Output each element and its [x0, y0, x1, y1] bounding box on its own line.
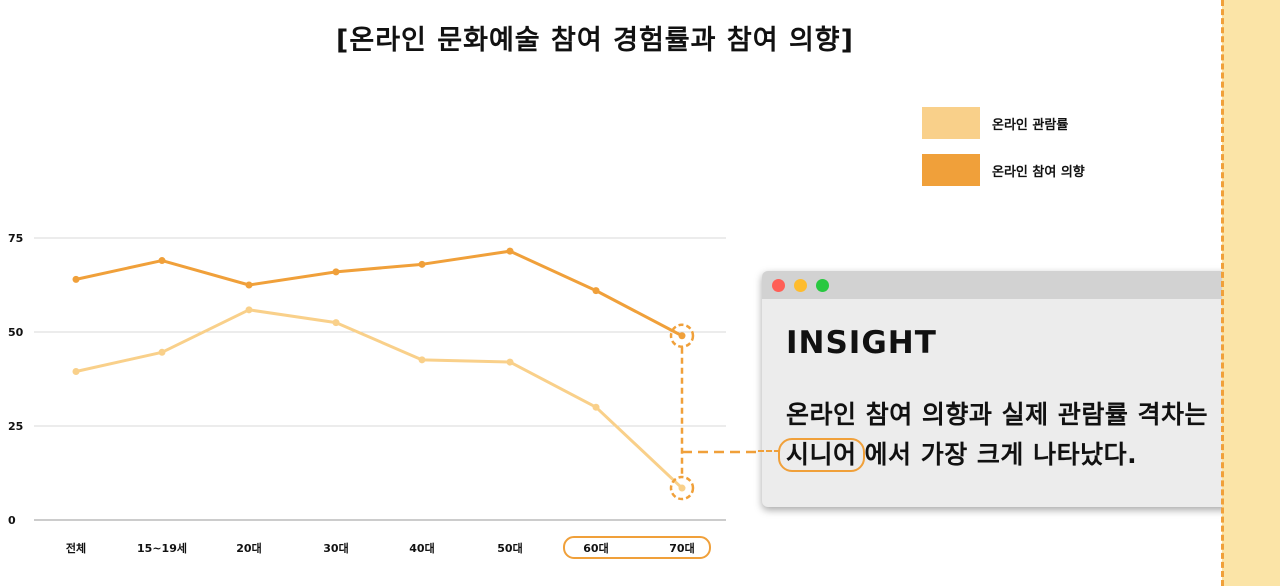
- data-point: [418, 356, 426, 364]
- x-tick-label: 50대: [497, 541, 522, 555]
- y-tick-label: 25: [8, 420, 23, 433]
- legend: 온라인 관람률 온라인 참여 의향: [922, 106, 1085, 200]
- insight-line-2: 시니어 에서 가장 크게 나타났다.: [778, 435, 1138, 472]
- data-point: [245, 281, 253, 289]
- close-dot-icon: [772, 279, 785, 292]
- x-tick-label: 60대: [583, 541, 608, 555]
- y-tick-label: 0: [8, 514, 16, 527]
- side-strip: [1222, 0, 1280, 586]
- x-tick-label: 70대: [669, 541, 694, 555]
- highlight-category-box: [563, 536, 711, 559]
- x-tick-label: 40대: [409, 541, 434, 555]
- connector-tail: [758, 450, 780, 452]
- annotation-circle-top: [669, 323, 695, 349]
- y-tick-label: 50: [8, 326, 24, 339]
- line-chart: 0 25 50 75 전체 15~19세 20대 30대 40대 50대 60대 70대: [8, 232, 760, 559]
- series-line-1: [75, 249, 683, 338]
- x-tick-label: 전체: [66, 541, 86, 555]
- series-line-0: [75, 308, 684, 490]
- data-point: [72, 275, 80, 283]
- insight-card: INSIGHT 온라인 참여 의향과 실제 관람률 격차는 시니어 에서 가장 크…: [762, 271, 1278, 507]
- data-point: [418, 260, 426, 268]
- window-titlebar: [762, 271, 1278, 299]
- insight-highlight: 시니어: [778, 438, 865, 472]
- y-tick-label: 75: [8, 232, 23, 245]
- data-point: [332, 268, 340, 276]
- x-tick-label: 30대: [323, 541, 348, 555]
- legend-swatch-viewing: [922, 107, 980, 139]
- legend-item-viewing: 온라인 관람률: [922, 106, 1085, 140]
- chart-title: [온라인 문화예술 참여 경험률과 참여 의향]: [336, 25, 854, 56]
- data-point: [158, 348, 166, 356]
- legend-item-intention: 온라인 참여 의향: [922, 153, 1085, 187]
- data-point: [72, 367, 80, 375]
- legend-swatch-intention: [922, 154, 980, 186]
- insight-heading: INSIGHT: [786, 325, 937, 361]
- data-point: [506, 247, 514, 255]
- data-point: [158, 257, 166, 265]
- minimize-dot-icon: [794, 279, 807, 292]
- data-point: [592, 403, 600, 411]
- data-point: [678, 484, 686, 492]
- x-tick-label: 20대: [236, 541, 261, 555]
- insight-line-2-rest: 에서 가장 크게 나타났다.: [864, 440, 1138, 469]
- data-point: [506, 358, 514, 366]
- legend-label-intention: 온라인 참여 의향: [992, 164, 1085, 180]
- side-dashed-border: [1221, 0, 1224, 586]
- data-point: [245, 306, 253, 314]
- annotation-circle-bottom: [669, 475, 695, 501]
- maximize-dot-icon: [816, 279, 829, 292]
- legend-label-viewing: 온라인 관람률: [992, 117, 1069, 133]
- x-tick-label: 15~19세: [137, 541, 187, 555]
- insight-line-1: 온라인 참여 의향과 실제 관람률 격차는: [786, 400, 1209, 429]
- data-point: [592, 287, 600, 295]
- data-point: [332, 319, 340, 327]
- data-point: [678, 332, 686, 340]
